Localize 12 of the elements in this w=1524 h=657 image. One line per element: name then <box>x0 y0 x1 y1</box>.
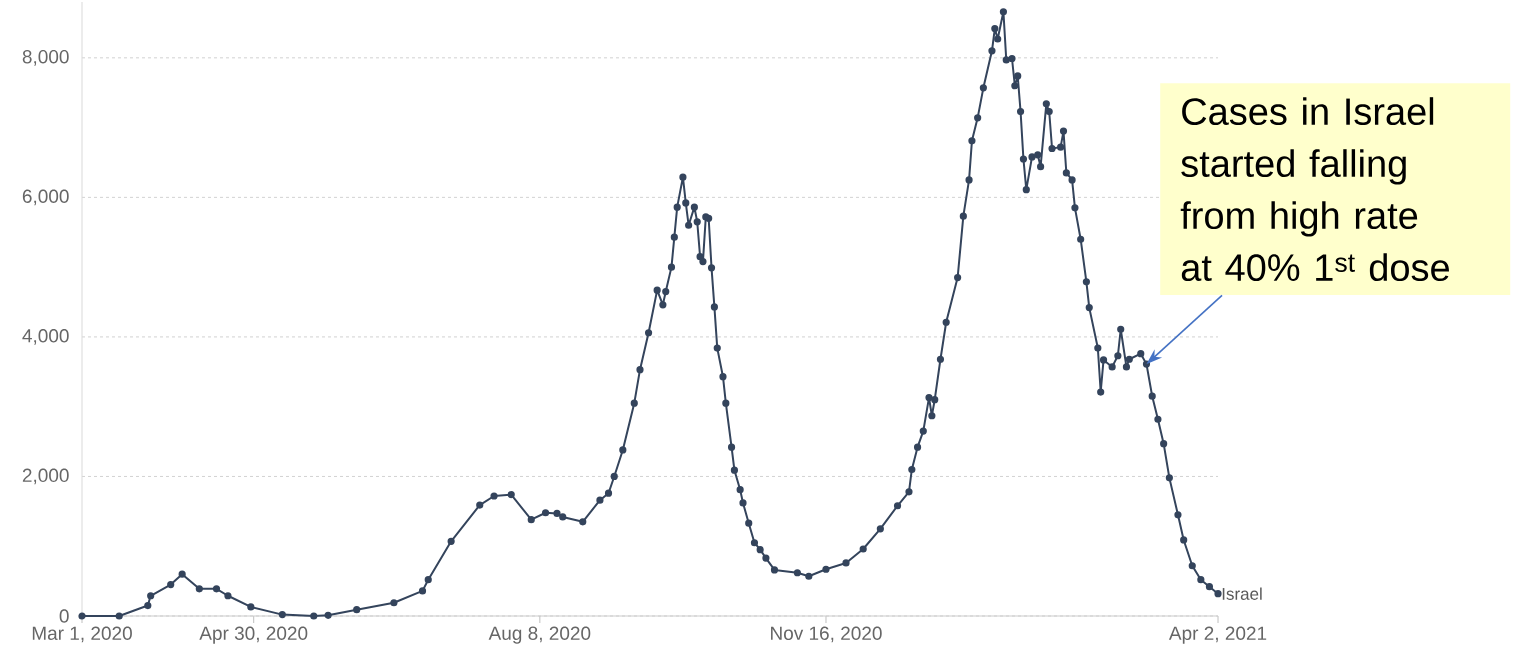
y-tick-label: 2,000 <box>22 468 69 485</box>
y-tick-label: 0 <box>59 609 69 623</box>
y-tick-label: 4,000 <box>22 329 69 345</box>
x-tick-label: Nov 16, 2020 <box>771 626 882 643</box>
series-label: Israel <box>1222 587 1262 600</box>
x-tick-label: Mar 1, 2020 <box>32 626 132 643</box>
x-tick-label: Aug 8, 2020 <box>488 626 591 644</box>
x-tick-label: Apr 30, 2020 <box>199 626 308 644</box>
x-tick-label: Apr 2, 2021 <box>1168 626 1267 644</box>
y-tick-label: 8,000 <box>22 49 69 66</box>
y-tick-label: 6,000 <box>22 189 69 206</box>
annotation: Cases in Israel started falling from high rate at 40% 1$^{st}$ dose <box>1180 97 1449 282</box>
